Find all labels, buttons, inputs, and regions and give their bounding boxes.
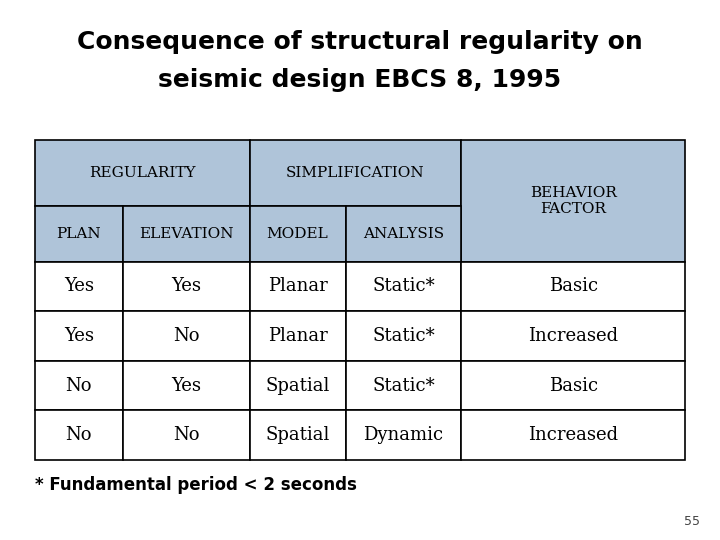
Text: No: No bbox=[66, 426, 92, 444]
Bar bbox=[35, 410, 122, 460]
Bar bbox=[122, 410, 250, 460]
Text: Increased: Increased bbox=[528, 327, 618, 345]
Bar bbox=[462, 410, 685, 460]
Bar bbox=[35, 206, 122, 261]
Bar bbox=[250, 361, 346, 410]
Text: Consequence of structural regularity on: Consequence of structural regularity on bbox=[77, 30, 643, 54]
Bar bbox=[122, 206, 250, 261]
Text: No: No bbox=[66, 376, 92, 395]
Bar bbox=[250, 261, 346, 311]
Text: Static*: Static* bbox=[372, 376, 435, 395]
Text: Spatial: Spatial bbox=[266, 376, 330, 395]
Bar bbox=[122, 361, 250, 410]
Text: Basic: Basic bbox=[549, 376, 598, 395]
Bar bbox=[346, 311, 462, 361]
Bar bbox=[35, 311, 122, 361]
Bar bbox=[35, 261, 122, 311]
Bar bbox=[462, 261, 685, 311]
Bar bbox=[346, 410, 462, 460]
Bar bbox=[462, 311, 685, 361]
Bar bbox=[250, 311, 346, 361]
Bar bbox=[122, 311, 250, 361]
Bar bbox=[346, 361, 462, 410]
Text: Increased: Increased bbox=[528, 426, 618, 444]
Text: Planar: Planar bbox=[268, 278, 328, 295]
Text: No: No bbox=[173, 327, 199, 345]
Text: No: No bbox=[173, 426, 199, 444]
Bar bbox=[122, 261, 250, 311]
Text: * Fundamental period < 2 seconds: * Fundamental period < 2 seconds bbox=[35, 476, 357, 494]
Text: Planar: Planar bbox=[268, 327, 328, 345]
Text: PLAN: PLAN bbox=[57, 227, 102, 241]
Text: seismic design EBCS 8, 1995: seismic design EBCS 8, 1995 bbox=[158, 68, 562, 92]
Text: Spatial: Spatial bbox=[266, 426, 330, 444]
Text: MODEL: MODEL bbox=[266, 227, 328, 241]
Bar bbox=[346, 261, 462, 311]
Bar bbox=[250, 206, 346, 261]
Text: Basic: Basic bbox=[549, 278, 598, 295]
Text: Static*: Static* bbox=[372, 278, 435, 295]
Text: Yes: Yes bbox=[64, 278, 94, 295]
Bar bbox=[462, 140, 685, 261]
Text: BEHAVIOR
FACTOR: BEHAVIOR FACTOR bbox=[530, 186, 616, 216]
Text: SIMPLIFICATION: SIMPLIFICATION bbox=[286, 166, 425, 180]
Bar bbox=[250, 140, 462, 206]
Text: ELEVATION: ELEVATION bbox=[139, 227, 233, 241]
Text: Static*: Static* bbox=[372, 327, 435, 345]
Text: Yes: Yes bbox=[171, 278, 201, 295]
Text: Yes: Yes bbox=[171, 376, 201, 395]
Bar bbox=[35, 140, 250, 206]
Text: Dynamic: Dynamic bbox=[364, 426, 444, 444]
Text: REGULARITY: REGULARITY bbox=[89, 166, 196, 180]
Bar bbox=[250, 410, 346, 460]
Text: Yes: Yes bbox=[64, 327, 94, 345]
Bar bbox=[462, 361, 685, 410]
Text: ANALYSIS: ANALYSIS bbox=[363, 227, 444, 241]
Bar bbox=[346, 206, 462, 261]
Bar bbox=[35, 361, 122, 410]
Text: 55: 55 bbox=[684, 515, 700, 528]
